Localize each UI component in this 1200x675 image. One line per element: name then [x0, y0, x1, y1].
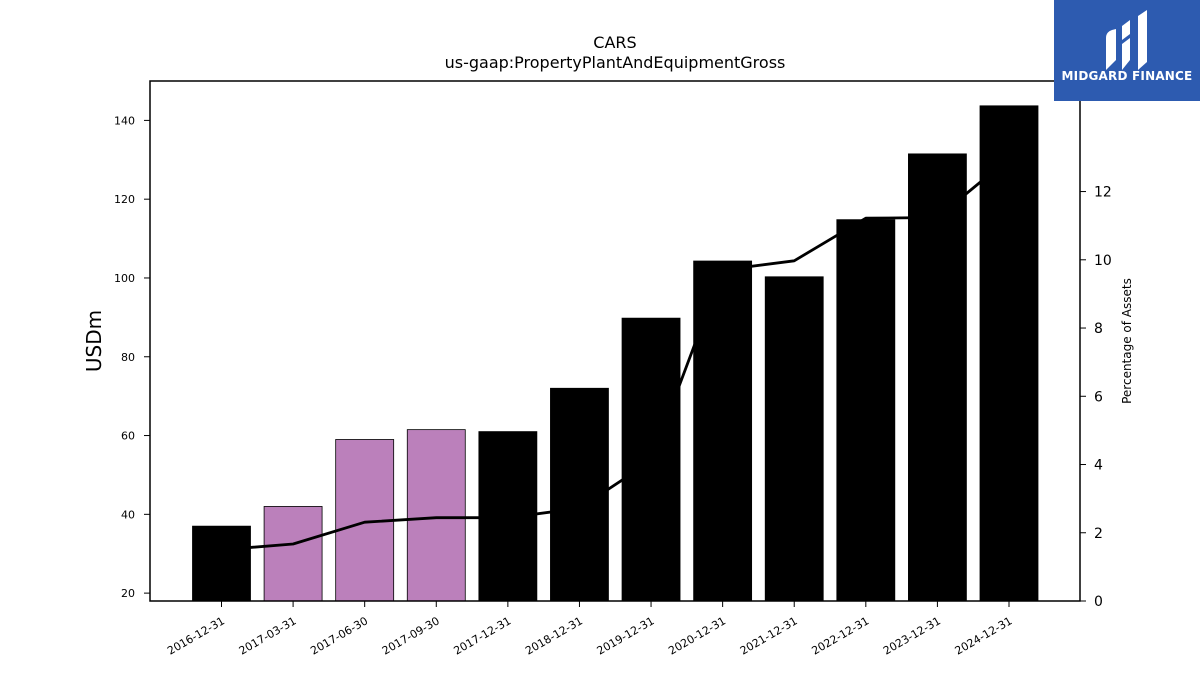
x-tick-label: 2023-12-31 [881, 614, 943, 657]
bar [263, 506, 323, 602]
y2-tick-label: 2 [1094, 526, 1103, 542]
x-tick-label: 2020-12-31 [666, 614, 728, 657]
y-tick-label: 20 [121, 587, 135, 600]
x-tick-label: 2022-12-31 [809, 614, 871, 657]
x-tick-label: 2024-12-31 [953, 614, 1015, 657]
y-tick-label: 120 [114, 193, 135, 206]
chart-title: CARS [593, 33, 636, 52]
x-tick-label: 2018-12-31 [523, 614, 585, 657]
y-tick-label: 100 [114, 272, 135, 285]
x-tick-label: 2017-03-31 [237, 614, 299, 657]
bar [192, 525, 251, 602]
y2-axis-label: Percentage of Assets [1120, 278, 1134, 404]
chart-subtitle: us-gaap:PropertyPlantAndEquipmentGross [445, 53, 786, 72]
line-series [221, 157, 1010, 552]
y-tick-label: 80 [121, 351, 135, 364]
y-tick-label: 140 [114, 114, 135, 127]
bar [764, 276, 824, 602]
bar [693, 260, 753, 602]
x-tick-label: 2017-09-30 [380, 614, 442, 657]
x-tick-label: 2016-12-31 [165, 614, 227, 657]
y-axis-label: USDm [82, 310, 106, 372]
y-tick-label: 40 [121, 508, 135, 521]
bar [908, 153, 967, 602]
logo: MIDGARD FINANCE [1054, 0, 1200, 101]
y2-tick-label: 6 [1094, 389, 1103, 405]
x-tick-label: 2017-06-30 [308, 614, 370, 657]
y2-tick-label: 0 [1094, 594, 1103, 610]
line-group [221, 157, 1010, 552]
bar [406, 429, 466, 602]
x-tick-label: 2019-12-31 [595, 614, 657, 657]
midgard-logo-icon [1106, 10, 1147, 70]
x-tick-label: 2021-12-31 [738, 614, 800, 657]
x-tick-label: 2017-12-31 [451, 614, 513, 657]
y-tick-label: 60 [121, 430, 135, 443]
bar [979, 105, 1039, 602]
y2-tick-label: 10 [1094, 253, 1112, 269]
bar-group [192, 105, 1039, 602]
y2-tick-label: 8 [1094, 321, 1103, 337]
y2-tick-label: 12 [1094, 185, 1112, 201]
plot-frame [149, 80, 1081, 602]
y2-tick-label: 4 [1094, 458, 1103, 474]
bar [836, 219, 896, 602]
logo-text: MIDGARD FINANCE [1061, 69, 1193, 83]
